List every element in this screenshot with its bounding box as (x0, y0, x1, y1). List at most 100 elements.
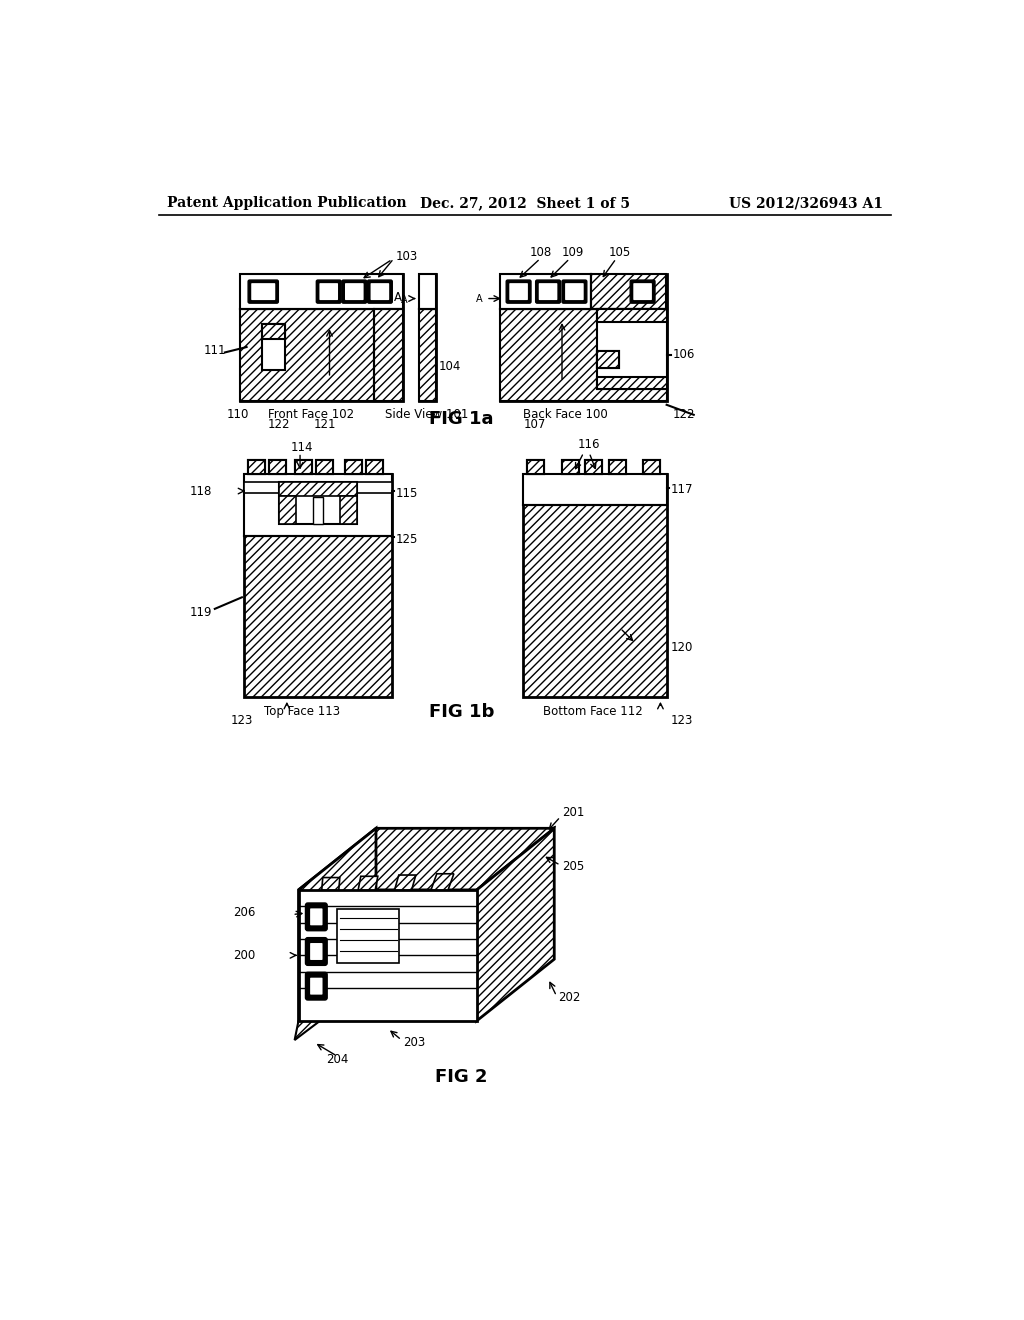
Text: 118: 118 (189, 484, 212, 498)
FancyBboxPatch shape (633, 284, 652, 300)
Text: 105: 105 (608, 246, 631, 259)
Text: A: A (476, 293, 483, 304)
FancyBboxPatch shape (319, 284, 338, 300)
Text: 109: 109 (562, 246, 585, 259)
Bar (245, 474, 391, 536)
FancyBboxPatch shape (536, 280, 560, 304)
Bar (500, 275, 667, 401)
Text: 114: 114 (291, 441, 313, 454)
Text: 116: 116 (578, 438, 600, 451)
Text: 205: 205 (562, 861, 585, 874)
Text: A: A (401, 296, 408, 305)
FancyBboxPatch shape (310, 942, 323, 960)
Bar (262, 323, 286, 339)
Bar (643, 461, 660, 474)
Polygon shape (358, 876, 378, 890)
Bar (586, 461, 602, 474)
Text: 122: 122 (267, 417, 290, 430)
Bar (527, 461, 544, 474)
Text: 115: 115 (395, 487, 418, 500)
Text: 120: 120 (671, 640, 693, 653)
Bar (608, 461, 626, 474)
Bar (280, 496, 296, 524)
FancyBboxPatch shape (305, 973, 328, 1001)
FancyBboxPatch shape (630, 280, 655, 304)
FancyBboxPatch shape (305, 937, 328, 965)
Bar (586, 461, 602, 474)
FancyBboxPatch shape (305, 903, 328, 931)
Bar (527, 461, 544, 474)
Bar (295, 461, 311, 474)
FancyBboxPatch shape (248, 280, 279, 304)
Bar (523, 474, 667, 697)
Text: 123: 123 (671, 714, 693, 727)
Text: FIG 1a: FIG 1a (429, 411, 494, 428)
Bar (269, 461, 286, 474)
Text: 119: 119 (189, 606, 212, 619)
Bar (643, 461, 660, 474)
Bar (562, 461, 579, 474)
Bar (262, 323, 286, 370)
Polygon shape (394, 875, 416, 890)
Text: Dec. 27, 2012  Sheet 1 of 5: Dec. 27, 2012 Sheet 1 of 5 (420, 197, 630, 210)
Bar (248, 461, 265, 474)
Bar (248, 461, 265, 474)
Bar (597, 309, 667, 389)
Bar (337, 909, 399, 964)
Text: 110: 110 (226, 408, 249, 421)
Text: 104: 104 (438, 360, 461, 372)
Bar (280, 482, 356, 496)
Text: US 2012/326943 A1: US 2012/326943 A1 (729, 197, 883, 210)
FancyBboxPatch shape (251, 284, 275, 300)
Bar (562, 461, 579, 474)
Text: 200: 200 (233, 949, 256, 962)
FancyBboxPatch shape (539, 284, 557, 300)
FancyBboxPatch shape (310, 978, 323, 995)
Text: 203: 203 (403, 1036, 425, 1049)
Text: Top Face 113: Top Face 113 (263, 705, 340, 718)
Bar (374, 309, 403, 401)
Polygon shape (322, 878, 340, 890)
FancyBboxPatch shape (506, 280, 531, 304)
Text: Back Face 100: Back Face 100 (523, 408, 608, 421)
FancyBboxPatch shape (562, 280, 587, 304)
Bar (241, 275, 403, 401)
Text: 108: 108 (529, 246, 552, 259)
Bar (315, 461, 333, 474)
Polygon shape (299, 829, 376, 1020)
Bar (245, 482, 391, 492)
FancyBboxPatch shape (565, 284, 584, 300)
Text: 121: 121 (314, 417, 337, 430)
Bar (366, 461, 383, 474)
Bar (500, 275, 591, 309)
Text: 206: 206 (233, 907, 256, 920)
FancyBboxPatch shape (368, 280, 392, 304)
Text: 201: 201 (562, 807, 585, 820)
Bar (523, 474, 667, 506)
Text: Bottom Face 112: Bottom Face 112 (543, 705, 642, 718)
Text: FIG 1b: FIG 1b (429, 702, 494, 721)
FancyBboxPatch shape (371, 284, 389, 300)
Polygon shape (295, 960, 376, 1040)
Bar (500, 309, 667, 401)
Bar (241, 309, 403, 401)
Bar (366, 461, 383, 474)
Polygon shape (477, 829, 554, 1020)
Text: 125: 125 (395, 533, 418, 546)
Bar (345, 461, 362, 474)
Bar (591, 275, 666, 309)
Polygon shape (299, 829, 554, 890)
Bar (313, 498, 323, 524)
Polygon shape (431, 874, 454, 890)
Text: 204: 204 (326, 1053, 348, 1065)
Text: A: A (393, 290, 401, 304)
Bar (345, 461, 362, 474)
Text: 111: 111 (203, 345, 225, 358)
Text: FIG 2: FIG 2 (435, 1068, 487, 1086)
Bar (245, 474, 391, 697)
Bar (597, 351, 618, 368)
Text: 117: 117 (671, 483, 693, 496)
Bar (419, 275, 435, 309)
FancyBboxPatch shape (345, 284, 364, 300)
Bar (315, 461, 333, 474)
